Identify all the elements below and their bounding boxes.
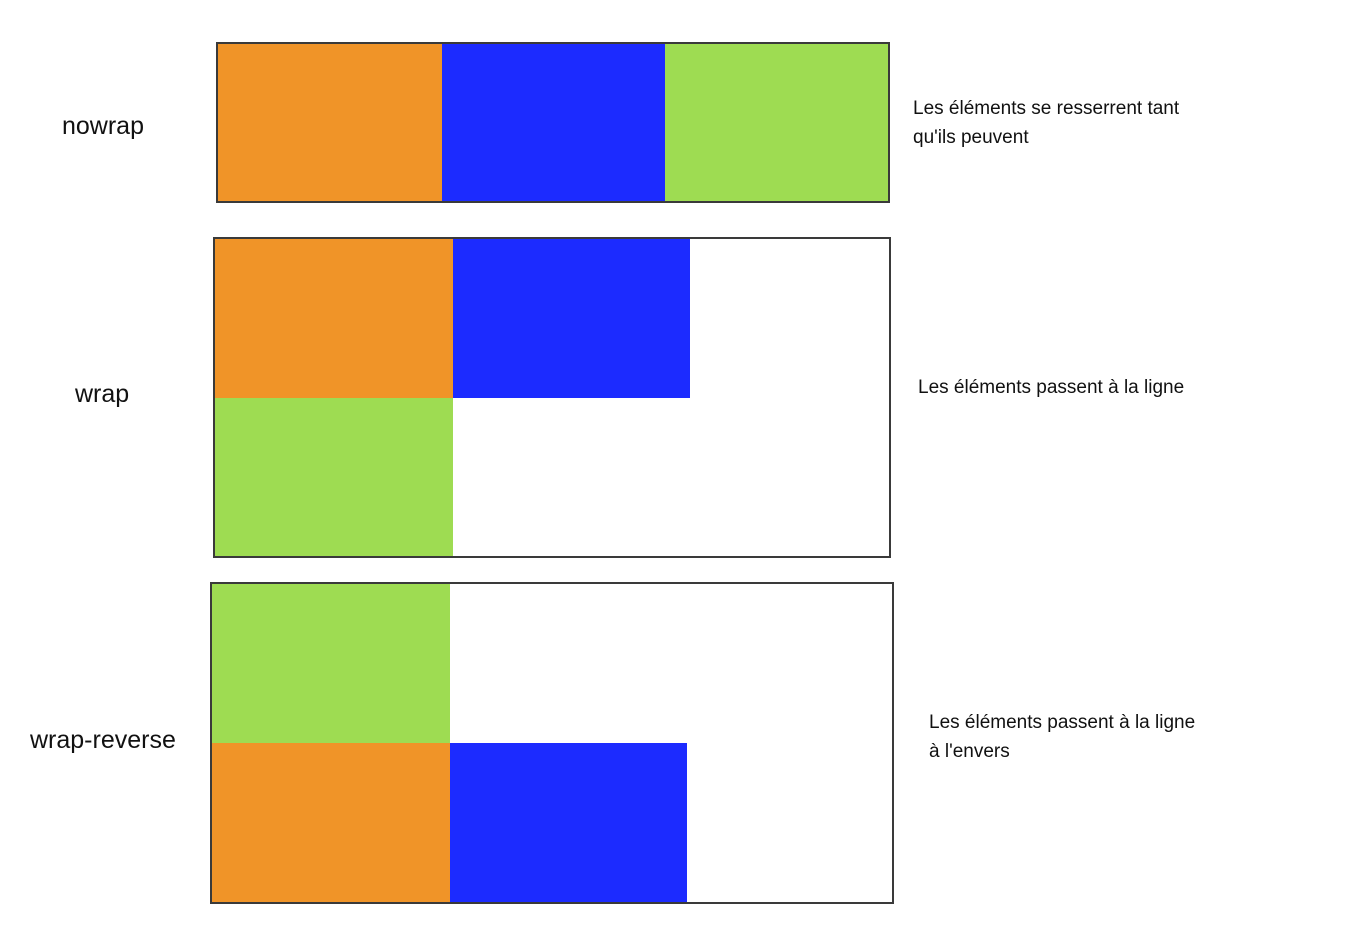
note-line: à l'envers — [929, 741, 1010, 762]
flex-container-nowrap — [216, 42, 890, 203]
flex-item-orange — [218, 44, 442, 201]
row-label-nowrap: nowrap — [62, 112, 144, 140]
flex-item-green — [665, 44, 888, 201]
flex-item-orange — [215, 239, 453, 398]
note-wrap: Les éléments passent à la ligne — [918, 373, 1184, 402]
note-line: Les éléments se resserrent tant — [913, 98, 1180, 119]
flex-item-blue — [442, 44, 665, 201]
note-line: Les éléments passent à la ligne — [929, 712, 1196, 733]
note-line: qu'ils peuvent — [913, 127, 1029, 148]
flex-item-blue — [450, 743, 687, 902]
row-label-wrap-reverse: wrap-reverse — [30, 726, 176, 754]
row-label-wrap: wrap — [75, 380, 130, 408]
note-wrap-reverse: Les éléments passent à la ligne à l'enve… — [929, 708, 1195, 766]
note-nowrap: Les éléments se resserrent tant qu'ils p… — [913, 94, 1179, 152]
flex-item-green — [215, 398, 453, 556]
note-line: Les éléments passent à la ligne — [918, 377, 1185, 398]
flex-item-orange — [212, 743, 450, 902]
flex-container-wrap-reverse — [210, 582, 894, 904]
flex-item-green — [212, 584, 450, 743]
flex-item-blue — [453, 239, 690, 398]
flex-container-wrap — [213, 237, 891, 558]
